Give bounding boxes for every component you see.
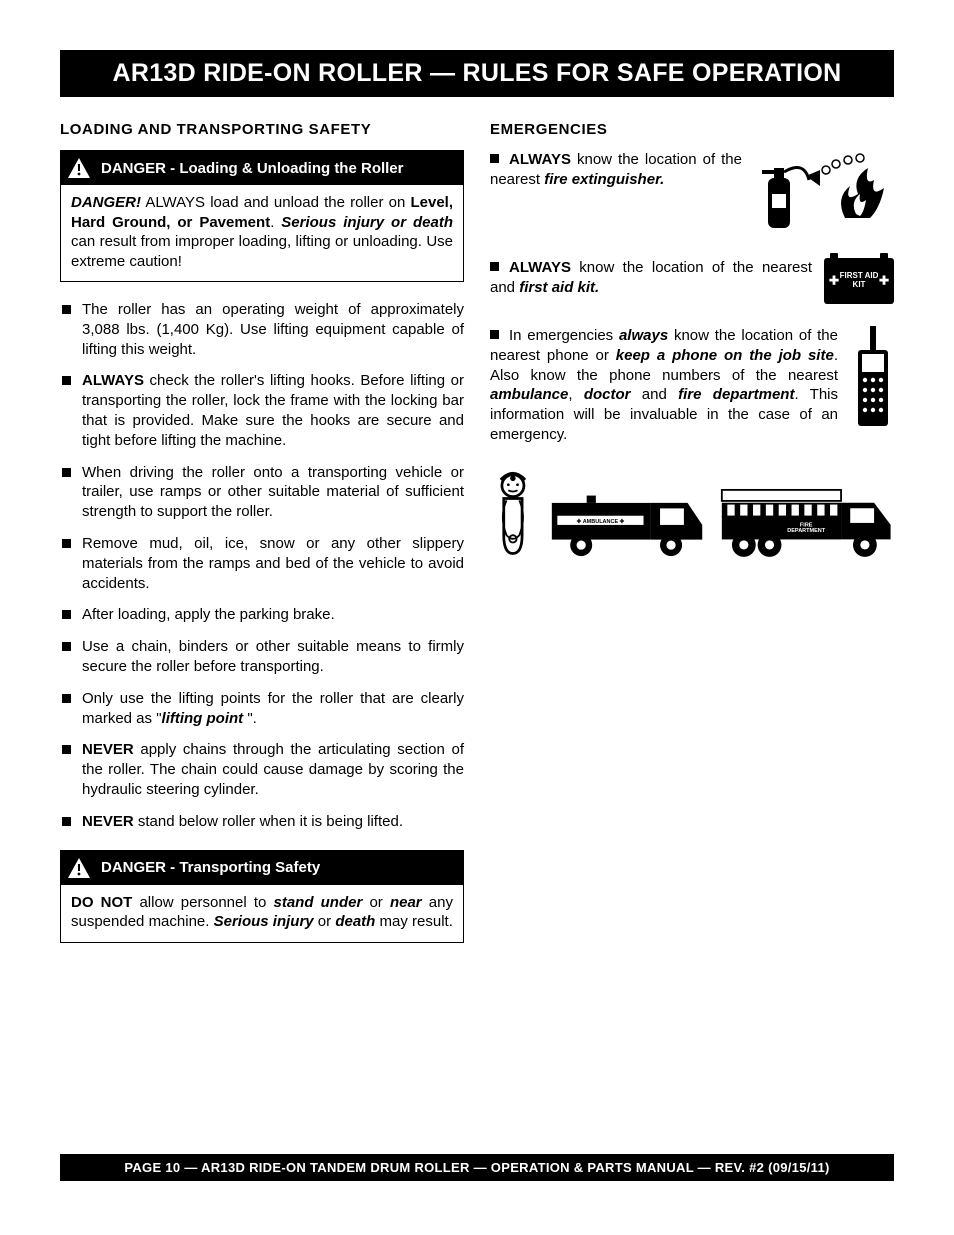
warning-icon [67, 157, 91, 179]
emergency-item-phone: In emergencies always know the location … [490, 326, 894, 445]
ambulance-icon: ✚ AMBULANCE ✚ [550, 485, 706, 563]
warning-icon [67, 857, 91, 879]
danger-lead: DANGER! [71, 194, 141, 211]
fire-truck-icon: FIRE DEPARTMENT [720, 481, 894, 563]
danger-header-text: DANGER - Loading & Unloading the Roller [101, 160, 404, 177]
danger-header-loading: DANGER - Loading & Unloading the Roller [61, 151, 463, 185]
list-item: NEVER apply chains through the articulat… [60, 740, 464, 799]
left-column: LOADING AND TRANSPORTING SAFETY DANGER -… [60, 121, 464, 961]
danger-box-loading: DANGER - Loading & Unloading the Roller … [60, 150, 464, 282]
content-columns: LOADING AND TRANSPORTING SAFETY DANGER -… [60, 121, 894, 961]
danger-body-transport: DO NOT allow personnel to stand under or… [61, 885, 463, 942]
svg-text:✚ AMBULANCE ✚: ✚ AMBULANCE ✚ [576, 518, 624, 525]
fire-extinguisher-icon [754, 150, 894, 236]
right-heading: EMERGENCIES [490, 121, 894, 138]
list-item: After loading, apply the parking brake. [60, 605, 464, 625]
first-aid-kit-icon: ✚ FIRST AID KIT ✚ [824, 258, 894, 304]
danger-box-transport: DANGER - Transporting Safety DO NOT allo… [60, 850, 464, 943]
emergency-text: ALWAYS know the location of the nearest … [490, 150, 742, 190]
emergency-text: In emergencies always know the location … [490, 326, 838, 445]
list-item: Remove mud, oil, ice, snow or any other … [60, 534, 464, 593]
danger-header-text: DANGER - Transporting Safety [101, 859, 320, 876]
list-item: The roller has an operating weight of ap… [60, 300, 464, 359]
danger-header-transport: DANGER - Transporting Safety [61, 851, 463, 885]
emergency-vehicles: ✚ AMBULANCE ✚ [490, 467, 894, 563]
list-item: When driving the roller onto a transport… [60, 463, 464, 522]
emergency-item-firstaid: ALWAYS know the location of the nearest … [490, 258, 894, 304]
danger-body-loading: DANGER! ALWAYS load and unload the rolle… [61, 185, 463, 281]
emergency-text: ALWAYS know the location of the nearest … [490, 258, 812, 298]
list-item: Use a chain, binders or other suitable m… [60, 637, 464, 677]
mobile-phone-icon [850, 326, 894, 436]
list-item: ALWAYS check the roller's lifting hooks.… [60, 371, 464, 450]
doctor-icon [490, 467, 536, 563]
left-heading: LOADING AND TRANSPORTING SAFETY [60, 121, 464, 138]
svg-text:DEPARTMENT: DEPARTMENT [787, 528, 825, 534]
page-footer: PAGE 10 — AR13D RIDE-ON TANDEM DRUM ROLL… [60, 1154, 894, 1181]
page-title: AR13D RIDE-ON ROLLER — RULES FOR SAFE OP… [60, 50, 894, 97]
list-item: NEVER stand below roller when it is bein… [60, 812, 464, 832]
list-item: Only use the lifting points for the roll… [60, 689, 464, 729]
emergency-item-extinguisher: ALWAYS know the location of the nearest … [490, 150, 894, 236]
right-column: EMERGENCIES ALWAYS know the location of … [490, 121, 894, 961]
loading-bullets: The roller has an operating weight of ap… [60, 300, 464, 832]
